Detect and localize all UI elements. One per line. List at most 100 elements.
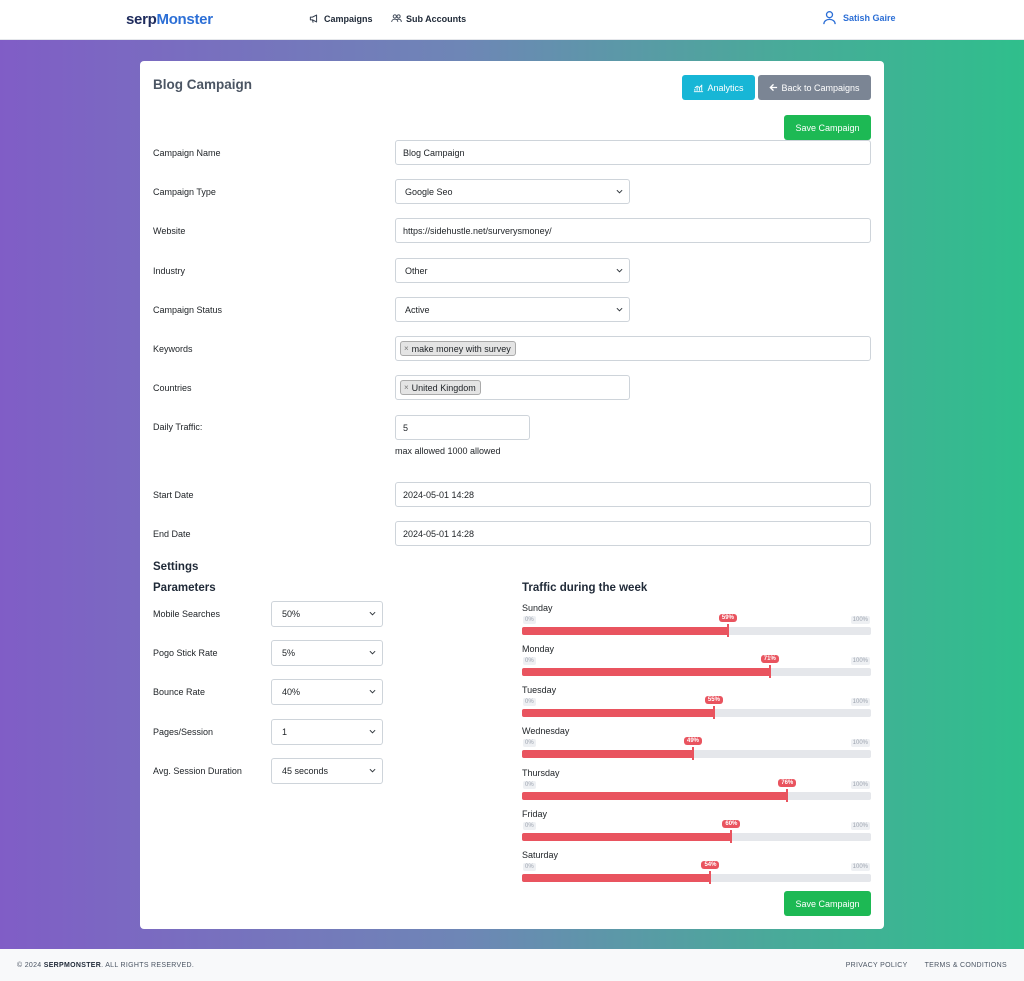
slider-fill xyxy=(522,750,693,758)
slider-min-label: 0% xyxy=(523,822,536,830)
slider-handle[interactable] xyxy=(712,706,715,719)
avg-session-duration-select[interactable]: 45 seconds xyxy=(271,758,383,784)
mobile-searches-label: Mobile Searches xyxy=(153,609,221,619)
mobile-searches-value: 50% xyxy=(282,609,301,619)
slider-value-bubble: 76% xyxy=(778,779,797,787)
slider-track[interactable] xyxy=(522,624,871,637)
mobile-searches-select[interactable]: 50% xyxy=(271,601,383,627)
nav-campaigns[interactable]: Campaigns xyxy=(309,13,373,24)
industry-select[interactable]: Other xyxy=(395,258,630,283)
tag-remove-icon[interactable]: × xyxy=(404,344,409,353)
campaign-name-input[interactable]: Blog Campaign xyxy=(395,140,871,165)
pogo-stick-rate-label: Pogo Stick Rate xyxy=(153,648,218,658)
start-date-input[interactable]: 2024-05-01 14:28 xyxy=(395,482,871,507)
slider-track[interactable] xyxy=(522,665,871,678)
user-icon xyxy=(823,11,836,25)
daily-traffic-label: Daily Traffic: xyxy=(153,422,203,432)
website-label: Website xyxy=(153,226,186,236)
bounce-rate-select[interactable]: 40% xyxy=(271,679,383,705)
country-tag: × United Kingdom xyxy=(400,380,481,395)
traffic-slider-wednesday: Wednesday 0% 100% 49% xyxy=(522,726,871,764)
keyword-tag: × make money with survey xyxy=(400,341,516,356)
slider-value-bubble: 60% xyxy=(722,820,741,828)
parameters-heading: Parameters xyxy=(153,582,216,594)
chevron-down-icon xyxy=(369,650,376,655)
user-menu[interactable]: Satish Gaire xyxy=(822,10,896,25)
privacy-policy-link[interactable]: PRIVACY POLICY xyxy=(845,962,908,969)
nav-sub-accounts[interactable]: Sub Accounts xyxy=(391,13,466,24)
start-date-label: Start Date xyxy=(153,490,194,500)
slider-fill xyxy=(522,627,728,635)
users-icon xyxy=(391,14,402,22)
slider-fill xyxy=(522,668,770,676)
day-label: Sunday xyxy=(522,603,553,613)
slider-value-bubble: 71% xyxy=(760,655,779,663)
daily-traffic-input[interactable]: 5 xyxy=(395,415,530,440)
day-label: Friday xyxy=(522,809,548,819)
analytics-button[interactable]: Analytics xyxy=(682,75,755,100)
slider-handle[interactable] xyxy=(786,789,789,802)
campaign-name-label: Campaign Name xyxy=(153,148,221,158)
slider-handle[interactable] xyxy=(726,624,729,637)
save-campaign-button-top[interactable]: Save Campaign xyxy=(784,115,871,140)
day-label: Tuesday xyxy=(522,685,557,695)
chevron-down-icon xyxy=(369,729,376,734)
daily-traffic-value: 5 xyxy=(403,422,409,433)
slider-value-bubble: 55% xyxy=(704,696,723,704)
copyright: © 2024 SERPMONSTER. ALL RIGHTS RESERVED. xyxy=(17,962,195,969)
slider-min-label: 0% xyxy=(523,657,536,665)
chevron-down-icon xyxy=(616,189,623,194)
slider-fill xyxy=(522,792,788,800)
keywords-input[interactable]: × make money with survey xyxy=(395,336,871,361)
slider-value-bubble: 59% xyxy=(718,614,737,622)
end-date-label: End Date xyxy=(153,529,191,539)
end-date-value: 2024-05-01 14:28 xyxy=(403,528,475,539)
slider-fill xyxy=(522,833,732,841)
top-navbar: serpMonster Campaigns Sub Accounts Satis… xyxy=(0,0,1024,40)
slider-max-label: 100% xyxy=(850,657,870,665)
arrow-left-icon xyxy=(769,83,778,92)
pogo-stick-rate-value: 5% xyxy=(282,648,296,658)
traffic-slider-friday: Friday 0% 100% 60% xyxy=(522,809,871,847)
slider-value-bubble: 49% xyxy=(683,737,703,745)
day-label: Monday xyxy=(522,644,555,654)
slider-max-label: 100% xyxy=(850,822,870,830)
slider-max-label: 100% xyxy=(850,863,870,871)
back-label: Back to Campaigns xyxy=(781,82,860,93)
slider-handle[interactable] xyxy=(692,747,694,760)
day-label: Saturday xyxy=(522,850,559,860)
countries-label: Countries xyxy=(153,383,192,393)
campaign-status-select[interactable]: Active xyxy=(395,297,630,322)
traffic-slider-tuesday: Tuesday 0% 100% 55% xyxy=(522,685,871,723)
back-to-campaigns-button[interactable]: Back to Campaigns xyxy=(758,75,871,100)
slider-track[interactable] xyxy=(522,789,871,802)
pogo-stick-rate-select[interactable]: 5% xyxy=(271,640,383,666)
slider-min-label: 0% xyxy=(523,616,536,624)
slider-handle[interactable] xyxy=(730,830,733,843)
country-tag-label: United Kingdom xyxy=(411,382,476,393)
slider-track[interactable] xyxy=(522,830,871,843)
end-date-input[interactable]: 2024-05-01 14:28 xyxy=(395,521,871,546)
campaign-status-value: Active xyxy=(405,304,430,315)
traffic-slider-monday: Monday 0% 100% 71% xyxy=(522,644,871,682)
bounce-rate-value: 40% xyxy=(282,687,301,697)
megaphone-icon xyxy=(309,14,318,23)
analytics-label: Analytics xyxy=(707,82,744,93)
save-campaign-button-bottom[interactable]: Save Campaign xyxy=(784,891,871,916)
slider-min-label: 0% xyxy=(523,698,536,706)
campaign-type-select[interactable]: Google Seo xyxy=(395,179,630,204)
tag-remove-icon[interactable]: × xyxy=(404,383,409,392)
countries-input[interactable]: × United Kingdom xyxy=(395,375,630,400)
campaign-name-value: Blog Campaign xyxy=(403,147,465,158)
slider-fill xyxy=(522,874,711,882)
logo[interactable]: serpMonster xyxy=(126,11,213,28)
pages-session-select[interactable]: 1 xyxy=(271,719,383,745)
slider-handle[interactable] xyxy=(709,871,712,884)
slider-track[interactable] xyxy=(522,706,871,719)
slider-handle[interactable] xyxy=(768,665,771,678)
slider-track[interactable] xyxy=(522,871,871,884)
terms-link[interactable]: TERMS & CONDITIONS xyxy=(924,962,1007,969)
website-input[interactable]: https://sidehustle.net/surverysmoney/ xyxy=(395,218,871,243)
slider-min-label: 0% xyxy=(523,781,536,789)
slider-track[interactable] xyxy=(522,747,871,760)
